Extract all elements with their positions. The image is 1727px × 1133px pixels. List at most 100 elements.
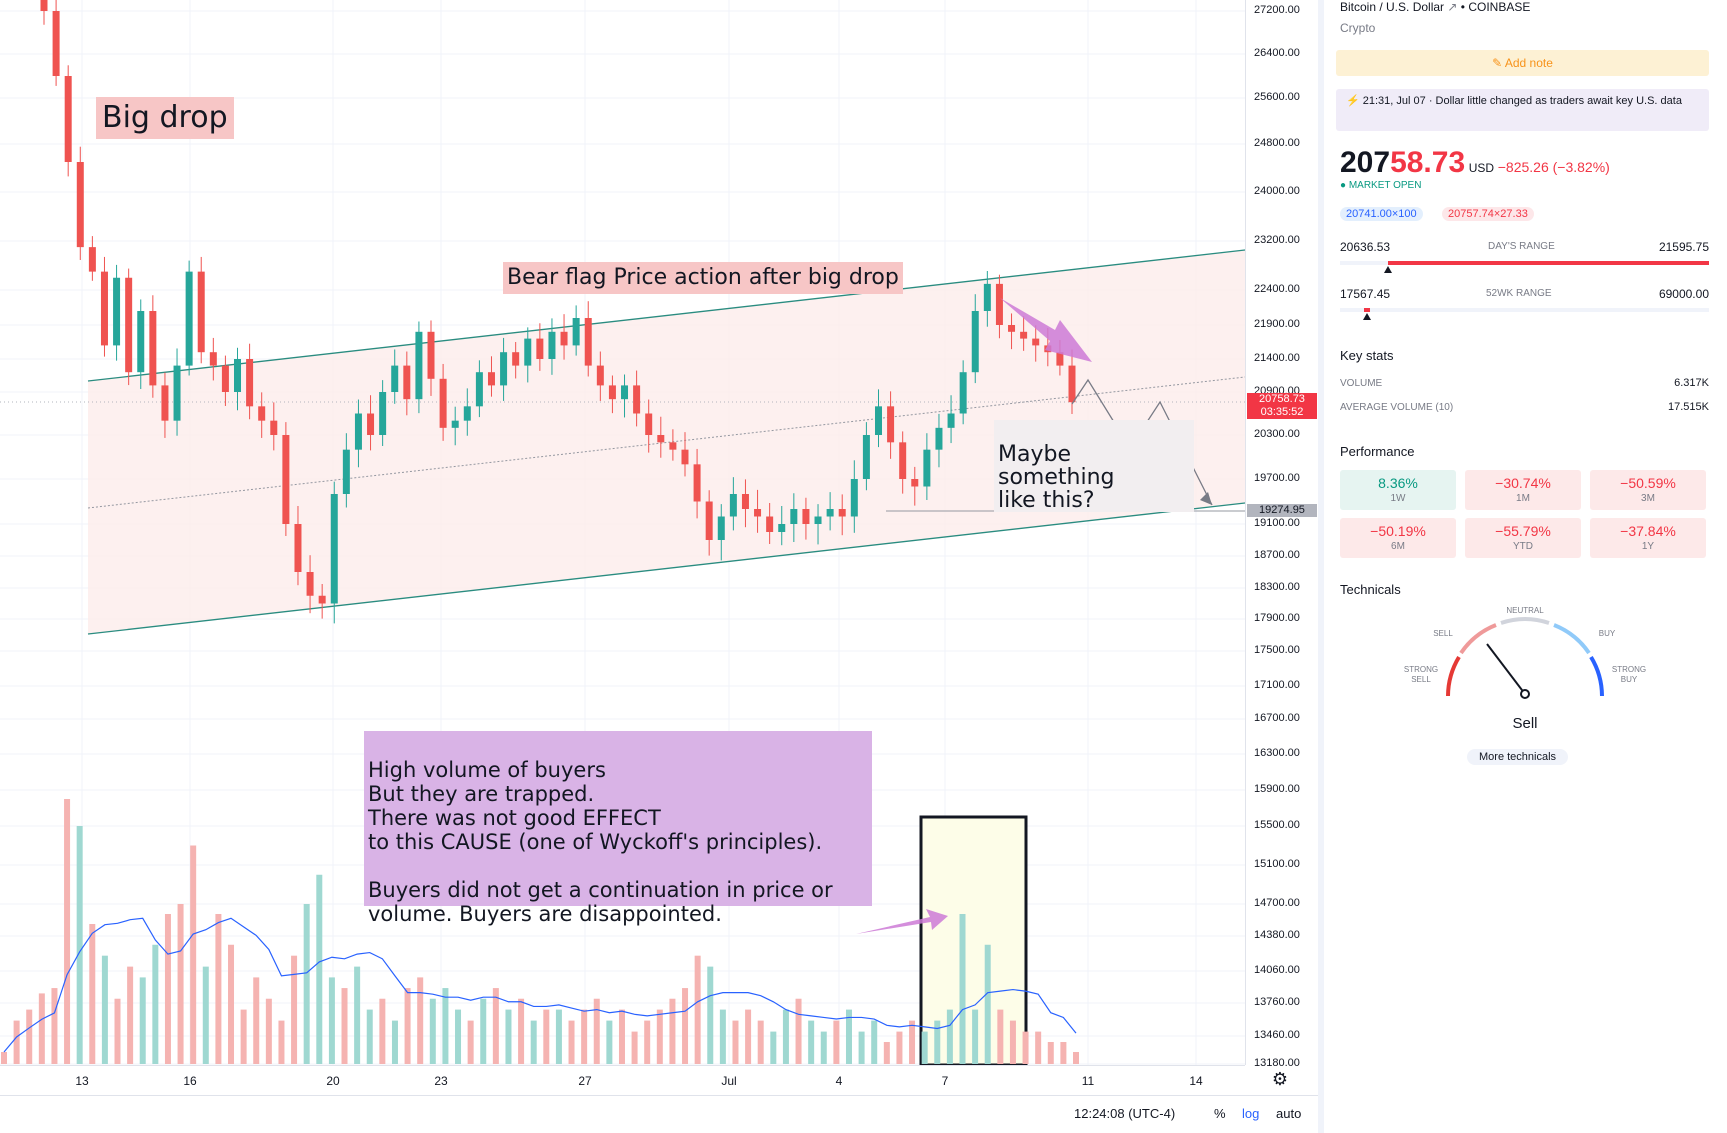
volume-bar xyxy=(89,924,96,1064)
time-tick-label: 20 xyxy=(326,1074,340,1088)
candle-body xyxy=(125,277,133,373)
candle-body xyxy=(40,0,48,11)
volume-bar xyxy=(328,977,335,1064)
volume-bar xyxy=(555,1009,562,1064)
volume-bar xyxy=(946,1009,953,1064)
chart-area[interactable]: Big drop Bear flag Price action after bi… xyxy=(0,0,1318,1133)
add-note-button[interactable]: ✎ Add note xyxy=(1336,50,1709,76)
performance-value: −50.19% xyxy=(1370,523,1426,539)
candle-body xyxy=(76,162,84,248)
volume-note-label[interactable]: High volume of buyers But they are trapp… xyxy=(364,731,872,926)
time-axis[interactable]: 13 16 20 23 27 Jul 4 7 11 14 xyxy=(0,1065,1245,1095)
volume-bar xyxy=(631,1031,638,1064)
price-tick-label: 13460.00 xyxy=(1254,1029,1300,1041)
big-drop-label[interactable]: Big drop xyxy=(96,97,234,139)
candle-body xyxy=(741,494,749,509)
symbol-title[interactable]: Bitcoin / U.S. Dollar xyxy=(1340,0,1445,14)
price-tick-label: 17900.00 xyxy=(1254,612,1300,624)
external-link-icon[interactable]: ↗ xyxy=(1447,0,1461,14)
price-tick-label: 25600.00 xyxy=(1254,91,1300,103)
wk-range-marker-icon xyxy=(1363,313,1371,320)
market-open-dot-icon: ● xyxy=(1340,180,1349,191)
wk-low: 17567.45 xyxy=(1340,287,1391,301)
performance-box-3m[interactable]: −50.59% 3M xyxy=(1590,470,1706,510)
price-tick-label: 16700.00 xyxy=(1254,712,1300,724)
price-tick-label: 21400.00 xyxy=(1254,352,1300,364)
volume-bar xyxy=(543,1009,550,1064)
volume-bar xyxy=(581,1009,588,1064)
performance-box-1m[interactable]: −30.74% 1M xyxy=(1465,470,1581,510)
day-high: 21595.75 xyxy=(1658,240,1709,254)
performance-period: 1M xyxy=(1516,493,1530,504)
performance-value: −55.79% xyxy=(1495,523,1551,539)
volume-bar xyxy=(669,998,676,1064)
maybe-label[interactable]: Maybe something like this? xyxy=(994,420,1194,512)
candle-body xyxy=(512,352,520,366)
volume-bar xyxy=(1047,1042,1054,1064)
price-tick-label: 13760.00 xyxy=(1254,996,1300,1008)
volume-bar xyxy=(215,914,222,1064)
candle-body xyxy=(64,76,72,162)
volume-bar xyxy=(530,1020,537,1064)
volume-bar xyxy=(896,1031,903,1064)
gauge-needle-pivot xyxy=(1520,689,1530,699)
time-tick-label: Jul xyxy=(721,1074,737,1088)
volume-bar xyxy=(354,966,361,1064)
gauge-label-strong-buy: STRONG BUY xyxy=(1612,665,1646,684)
candle-body xyxy=(354,413,362,450)
candle-body xyxy=(439,378,447,428)
exchange-label: • COINBASE xyxy=(1460,0,1531,14)
clock-readout[interactable]: 12:24:08 (UTC-4) xyxy=(1074,1106,1176,1121)
performance-box-6m[interactable]: −50.19% 6M xyxy=(1340,518,1456,558)
price-chart[interactable] xyxy=(0,0,1245,1065)
performance-box-1y[interactable]: −37.84% 1Y xyxy=(1590,518,1706,558)
wk-range-label: 52WK RANGE xyxy=(1486,288,1552,299)
volume-bar xyxy=(682,988,689,1064)
candle-body xyxy=(379,392,387,435)
candle-body xyxy=(149,311,157,386)
volume-bar xyxy=(13,1020,20,1064)
price-tick-label: 18700.00 xyxy=(1254,549,1300,561)
bear-flag-label[interactable]: Bear flag Price action after big drop xyxy=(503,262,903,294)
volume-bar xyxy=(871,1020,878,1064)
candle-body xyxy=(475,372,483,407)
candle-body xyxy=(52,11,60,76)
candle-body xyxy=(391,365,399,392)
candle-body xyxy=(415,331,423,400)
gauge-label-strong-sell: STRONG SELL xyxy=(1404,665,1438,684)
volume-bar xyxy=(177,904,184,1064)
volume-label: VOLUME xyxy=(1340,378,1383,389)
candle-body xyxy=(246,359,254,407)
performance-period: YTD xyxy=(1513,541,1533,552)
volume-bar xyxy=(492,988,499,1064)
volume-bar xyxy=(379,998,386,1064)
more-technicals-button[interactable]: More technicals xyxy=(1467,749,1569,765)
ask-badge: 20757.74×27.33 xyxy=(1442,207,1534,221)
performance-box-1w[interactable]: 8.36% 1W xyxy=(1340,470,1456,510)
performance-value: −30.74% xyxy=(1495,475,1551,491)
symbol-details-panel: Bitcoin / U.S. Dollar ↗ • COINBASE Crypt… xyxy=(1318,0,1727,1133)
candle-body xyxy=(282,435,290,524)
candle-body xyxy=(862,435,870,479)
candle-body xyxy=(100,271,108,346)
day-range-bar xyxy=(1340,261,1709,273)
price-main: 207 xyxy=(1340,146,1391,179)
volume-bar xyxy=(101,955,108,1064)
price-tick-label: 14060.00 xyxy=(1254,964,1300,976)
auto-toggle[interactable]: auto xyxy=(1276,1106,1302,1121)
log-toggle[interactable]: log xyxy=(1242,1106,1260,1121)
candle-body xyxy=(754,509,762,517)
volume-bar xyxy=(1035,1031,1042,1064)
news-headline[interactable]: ⚡ 21:31, Jul 07 · Dollar little changed … xyxy=(1336,89,1709,131)
price-scale[interactable]: 27200.00 26400.00 25600.00 24800.00 24000.00… xyxy=(1245,0,1318,1069)
percent-toggle[interactable]: % xyxy=(1214,1106,1226,1121)
volume-bar xyxy=(505,1009,512,1064)
price-tick-label: 23200.00 xyxy=(1254,234,1300,246)
time-tick-label: 16 xyxy=(183,1074,197,1088)
candle-body xyxy=(306,572,314,596)
candle-body xyxy=(790,509,798,524)
candle-body xyxy=(234,359,242,392)
gear-icon[interactable]: ⚙ xyxy=(1271,1069,1289,1089)
volume-bar xyxy=(341,988,348,1064)
performance-box-ytd[interactable]: −55.79% YTD xyxy=(1465,518,1581,558)
